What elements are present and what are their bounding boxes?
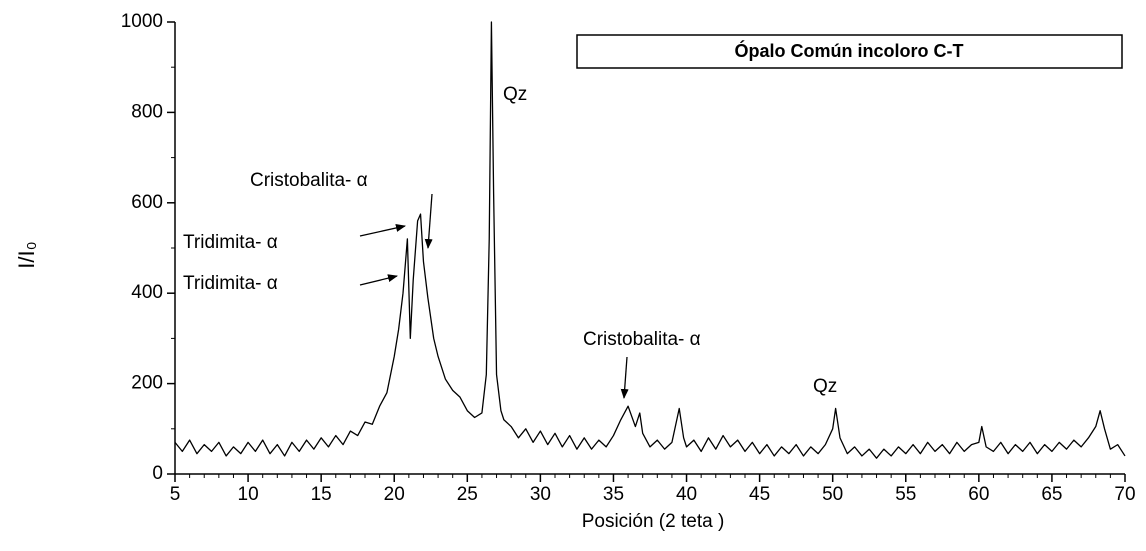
title-box <box>576 34 1123 69</box>
annotation: Tridimita- α <box>183 273 278 294</box>
annotation: Qz <box>503 84 527 105</box>
x-tick-label: 45 <box>749 484 770 505</box>
chart-title: Ópalo Común incoloro C-T <box>735 40 964 61</box>
x-tick-label: 30 <box>530 484 551 505</box>
y-tick-label: 200 <box>131 373 163 394</box>
x-tick-label: 10 <box>238 484 259 505</box>
x-tick-label: 35 <box>603 484 624 505</box>
x-tick-label: 5 <box>170 484 181 505</box>
annotation-arrow <box>620 356 629 399</box>
annotation: Cristobalita- α <box>250 170 368 191</box>
annotation-arrow <box>359 274 398 286</box>
x-tick-label: 40 <box>676 484 697 505</box>
y-tick-label: 400 <box>131 282 163 303</box>
x-tick-label: 70 <box>1114 484 1135 505</box>
data-line <box>174 21 1126 459</box>
x-tick-label: 25 <box>457 484 478 505</box>
x-tick-label: 15 <box>311 484 332 505</box>
x-tick-label: 50 <box>822 484 843 505</box>
x-tick-label: 60 <box>968 484 989 505</box>
y-tick-label: 0 <box>152 463 163 484</box>
y-axis-label: I/I₀ <box>14 241 39 268</box>
annotation: Cristobalita- α <box>583 329 701 350</box>
annotation: Tridimita- α <box>183 232 278 253</box>
y-tick-label: 1000 <box>121 11 163 32</box>
annotation: Qz <box>813 376 837 397</box>
y-tick-label: 800 <box>131 101 163 122</box>
x-tick-label: 20 <box>384 484 405 505</box>
y-tick-label: 600 <box>131 192 163 213</box>
x-tick-label: 55 <box>895 484 916 505</box>
x-axis-label: Posición (2 teta ) <box>582 511 725 532</box>
x-tick-label: 65 <box>1041 484 1062 505</box>
annotation-arrow <box>424 193 433 249</box>
annotation-arrow <box>359 224 406 237</box>
